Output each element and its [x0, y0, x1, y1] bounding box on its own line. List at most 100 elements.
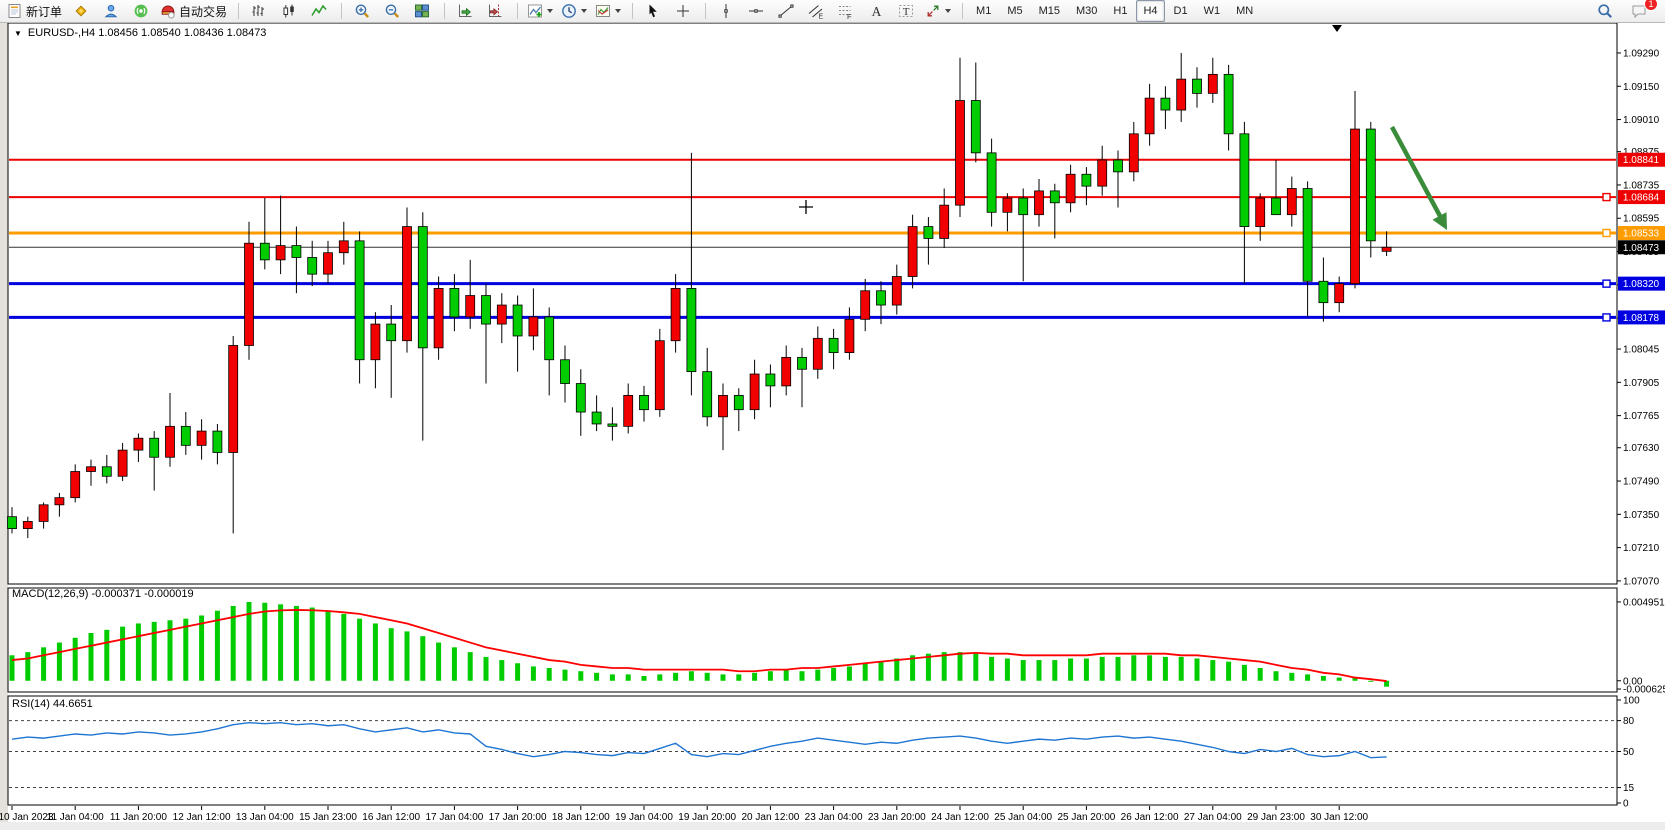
one-click-trading-arrow-icon[interactable]: ▼ — [14, 28, 22, 38]
search-button[interactable] — [1591, 0, 1619, 22]
templates-button[interactable] — [592, 0, 624, 22]
arrow-head[interactable] — [1432, 212, 1448, 230]
auto-scroll-button[interactable] — [451, 0, 479, 22]
candle-body — [560, 359, 570, 384]
svg-text:1.07070: 1.07070 — [1623, 576, 1660, 587]
macd-bar — [1162, 656, 1168, 681]
text-button[interactable]: A — [862, 0, 890, 22]
zoom-out-button[interactable] — [378, 0, 406, 22]
svg-text:27 Jan 04:00: 27 Jan 04:00 — [1184, 812, 1242, 823]
hline-handle[interactable] — [1602, 279, 1611, 288]
timeframe-h4-button[interactable]: H4 — [1136, 0, 1165, 22]
mql5-market-button[interactable] — [67, 0, 95, 22]
svg-text:1.08533: 1.08533 — [1623, 228, 1660, 239]
text-label-button[interactable]: T — [892, 0, 920, 22]
svg-text:25 Jan 20:00: 25 Jan 20:00 — [1057, 812, 1115, 823]
svg-text:-0.000625: -0.000625 — [1623, 685, 1665, 696]
line-chart-button[interactable] — [305, 0, 333, 22]
candle-body — [1239, 133, 1250, 227]
candle-body — [1334, 283, 1345, 304]
tile-windows-icon — [415, 4, 430, 18]
macd-bar — [799, 671, 805, 681]
candle-body — [386, 323, 397, 342]
candle-body — [165, 425, 175, 458]
macd-bar — [1036, 660, 1042, 681]
macd-bar — [262, 602, 268, 681]
hline-center-handle[interactable] — [799, 200, 813, 214]
candle-body — [1381, 246, 1392, 252]
candle-body — [575, 383, 586, 413]
candle-body — [354, 240, 365, 361]
candle-body — [1002, 197, 1013, 213]
channel-button[interactable]: E — [802, 0, 830, 22]
dropdown-caret-icon[interactable] — [945, 9, 952, 13]
signals-button[interactable] — [127, 0, 155, 22]
candle-body — [1018, 197, 1029, 216]
trendline-icon — [778, 4, 794, 18]
timeframe-h1-button[interactable]: H1 — [1113, 5, 1128, 17]
candle-chart-button[interactable] — [275, 0, 303, 22]
dropdown-caret-icon[interactable] — [615, 9, 622, 13]
chat-button[interactable]: 1 — [1625, 0, 1658, 22]
candle-body — [891, 276, 902, 306]
candle-body — [1049, 190, 1060, 204]
price-badge — [1618, 190, 1665, 205]
macd-bar — [546, 668, 552, 681]
autotrade-button[interactable]: 自动交易 — [157, 0, 230, 22]
macd-bar — [783, 669, 789, 681]
bar-chart-button[interactable] — [245, 0, 273, 22]
hline-handle[interactable] — [1602, 192, 1611, 202]
macd-bar — [594, 672, 600, 681]
timeframe-w1-button[interactable]: W1 — [1203, 5, 1221, 17]
candle-body — [1081, 173, 1092, 187]
horizontal-line-button[interactable] — [742, 0, 770, 22]
periods-button[interactable] — [558, 0, 590, 22]
macd-bar — [1115, 656, 1121, 681]
svg-text:1.08595: 1.08595 — [1623, 214, 1660, 225]
timeframe-m5-button[interactable]: M5 — [1007, 5, 1023, 17]
arrow-object[interactable] — [1390, 125, 1442, 218]
price-badge — [1618, 152, 1665, 167]
macd-bar — [1226, 661, 1232, 681]
arrow-tools-icon — [927, 5, 939, 17]
macd-bar — [1305, 674, 1311, 681]
arrows-button[interactable] — [922, 0, 954, 22]
candle-body — [828, 337, 839, 354]
candle-body — [433, 287, 444, 349]
candle-body — [1318, 280, 1329, 304]
new-order-button[interactable]: 新订单 — [4, 0, 65, 22]
candle-body — [1144, 97, 1155, 135]
candle-body — [1365, 128, 1376, 242]
hline-handle[interactable] — [1602, 228, 1611, 238]
hline-handle[interactable] — [1602, 313, 1611, 322]
indicators-button[interactable] — [524, 0, 556, 22]
chart-shift-button[interactable] — [481, 0, 509, 22]
price-badge — [1618, 225, 1665, 240]
timeframe-d1-button[interactable]: D1 — [1173, 5, 1188, 17]
rsi-line — [11, 721, 1387, 759]
svg-text:10 Jan 2023: 10 Jan 2023 — [0, 812, 54, 823]
vertical-line-button[interactable] — [712, 0, 740, 22]
zoom-in-button[interactable] — [348, 0, 376, 22]
timeframe-mn-button[interactable]: MN — [1236, 5, 1254, 17]
crosshair-button[interactable] — [669, 0, 697, 22]
macd-bar — [25, 652, 31, 681]
svg-text:17 Jan 04:00: 17 Jan 04:00 — [425, 812, 483, 823]
chart-candles-icon — [283, 4, 294, 18]
candle-body — [244, 242, 254, 346]
community-button[interactable] — [97, 0, 125, 22]
chart-shift-marker-icon[interactable] — [1332, 25, 1342, 32]
dropdown-caret-icon[interactable] — [581, 9, 588, 13]
trendline-button[interactable] — [772, 0, 800, 22]
timeframe-m1-button[interactable]: M1 — [976, 5, 992, 17]
fibonacci-button[interactable]: F — [832, 0, 860, 22]
dropdown-caret-icon[interactable] — [547, 9, 554, 13]
timeframe-m15-button[interactable]: M15 — [1038, 5, 1060, 17]
macd-bar — [41, 647, 47, 681]
candle-body — [844, 318, 855, 354]
cursor-button[interactable] — [639, 0, 667, 22]
candle-body — [465, 295, 476, 318]
timeframe-m30-button[interactable]: M30 — [1076, 5, 1098, 17]
text-label-icon: T — [899, 5, 914, 18]
tile-windows-button[interactable] — [408, 0, 436, 22]
